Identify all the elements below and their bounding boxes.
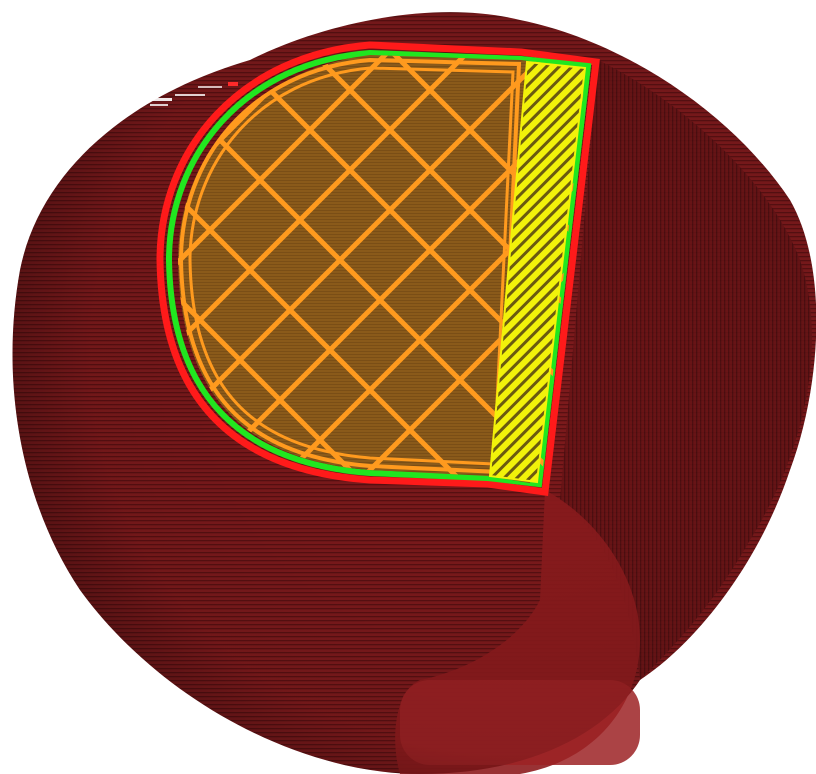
infill-boundary-outer bbox=[178, 57, 522, 475]
outer-perimeter-icon bbox=[156, 41, 600, 496]
inner-perimeter-icon bbox=[165, 49, 592, 488]
stray-artifacts bbox=[132, 82, 238, 106]
solid-infill-icon bbox=[488, 60, 587, 484]
infill-boundary-inner bbox=[188, 66, 515, 466]
